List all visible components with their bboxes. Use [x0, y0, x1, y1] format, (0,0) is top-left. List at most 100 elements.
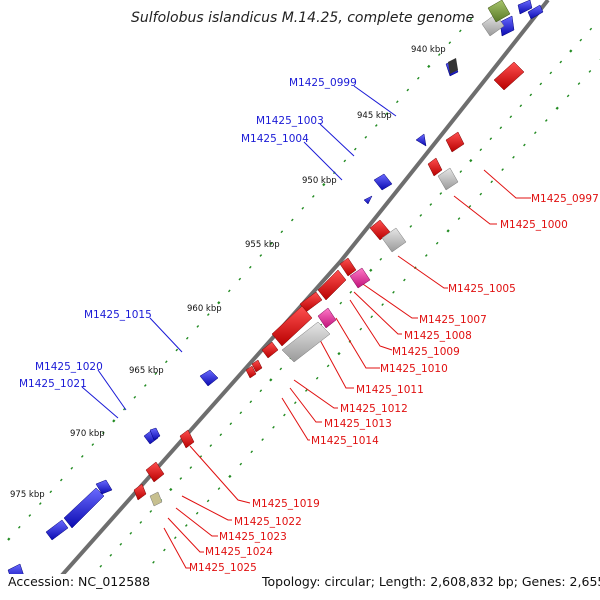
tick-mark — [17, 525, 21, 529]
tick-mark — [219, 433, 223, 437]
tick-mark — [217, 301, 221, 305]
tick-mark — [468, 205, 472, 208]
tick-mark — [490, 180, 494, 184]
tick-mark — [459, 170, 463, 173]
gene-reverse — [271, 305, 313, 347]
gene-label: M1425_1015 — [84, 309, 152, 321]
tick-mark — [164, 360, 168, 364]
tick-mark — [479, 148, 483, 152]
tick-mark — [99, 564, 103, 568]
tick-mark — [499, 126, 503, 130]
gene-reverse — [179, 429, 195, 449]
kbp-label: 940 kbp — [411, 45, 446, 55]
tick-mark — [163, 548, 166, 552]
tick-mark — [533, 131, 537, 135]
genome-backbone — [38, 0, 550, 600]
tick-mark — [446, 229, 450, 233]
tick-mark — [209, 444, 213, 447]
gene-label: M1425_1021 — [19, 378, 87, 390]
tick-mark — [28, 514, 32, 517]
tick-mark — [279, 367, 283, 371]
tick-mark — [529, 93, 533, 97]
gene-other — [149, 491, 163, 507]
tick-mark — [217, 487, 221, 490]
left-leader-lines — [81, 85, 397, 419]
tick-mark — [549, 71, 553, 75]
tick-mark — [343, 159, 347, 163]
tick-mark — [269, 378, 273, 382]
tick-mark — [196, 325, 200, 328]
tick-mark — [353, 147, 357, 151]
gene-reverse — [261, 341, 279, 359]
tick-mark — [457, 217, 461, 220]
pseudo-genes — [281, 13, 505, 363]
right-gene-labels: M1425_0997 M1425_1000 M1425_1005 M1425_1… — [189, 193, 599, 574]
tick-mark — [283, 413, 286, 417]
tick-mark — [403, 278, 406, 282]
tick-mark — [369, 268, 373, 272]
topology-text: Topology: circular; Length: 2,608,832 bp… — [261, 574, 600, 589]
tick-mark — [427, 64, 431, 69]
accession-text: Accession: NC_012588 — [8, 574, 150, 589]
right-leader-lines — [163, 169, 531, 569]
tick-mark — [588, 70, 592, 73]
tick-mark — [38, 502, 42, 505]
tick-mark — [501, 168, 504, 171]
tick-mark — [206, 499, 210, 503]
gene-forward — [527, 4, 544, 20]
tick-mark — [250, 450, 254, 454]
gene-forward — [415, 133, 427, 147]
tick-mark — [195, 511, 199, 515]
tick-mark — [566, 94, 570, 98]
gene-reverse — [445, 131, 465, 153]
tick-mark — [175, 348, 179, 352]
kbp-labels: 940 kbp 945 kbp 950 kbp 955 kbp 960 kbp … — [10, 45, 446, 500]
tick-mark — [154, 372, 158, 375]
gene-label: M1425_1000 — [500, 219, 568, 231]
tick-mark — [544, 119, 548, 122]
gene-label: M1425_1009 — [392, 346, 460, 358]
tick-mark — [370, 315, 374, 319]
tick-mark — [315, 376, 319, 380]
gene-label: M1425_1007 — [419, 314, 487, 326]
tick-mark — [70, 466, 74, 470]
tick-mark — [184, 524, 188, 527]
tick-mark — [91, 443, 95, 446]
genome-title: Sulfolobus islandicus M.14.25, complete … — [131, 10, 474, 26]
kbp-label: 970 kbp — [70, 429, 105, 439]
tick-mark — [206, 313, 210, 316]
tick-mark — [469, 158, 473, 163]
tick-mark — [448, 41, 452, 45]
tick-mark — [469, 17, 473, 21]
tick-mark — [239, 411, 243, 415]
gene-label: M1425_0999 — [289, 77, 357, 89]
tick-mark — [374, 124, 378, 127]
rna-genes — [317, 267, 371, 329]
tick-mark — [149, 510, 153, 513]
gene-reverse — [493, 61, 525, 91]
gene-label: M1425_1013 — [324, 418, 392, 430]
tick-mark — [437, 53, 441, 56]
gene-forward — [45, 519, 69, 541]
tick-mark — [7, 537, 11, 541]
tick-mark — [80, 455, 84, 458]
tick-mark — [509, 115, 513, 119]
tick-mark — [227, 289, 231, 293]
tick-mark — [169, 487, 173, 492]
tick-mark — [261, 438, 264, 441]
kbp-label: 955 kbp — [245, 240, 280, 250]
tick-mark — [101, 431, 105, 435]
gene-pseudo — [281, 321, 331, 363]
kbp-label: 975 kbp — [10, 490, 45, 500]
tick-mark — [49, 490, 53, 494]
tick-mark — [248, 265, 252, 269]
tick-mark — [589, 27, 593, 31]
tick-mark — [339, 301, 343, 305]
footer-background — [0, 574, 600, 600]
tick-mark — [395, 100, 399, 104]
gene-rna — [317, 307, 337, 329]
tick-mark — [311, 195, 315, 198]
tick-mark — [458, 29, 462, 33]
tick-mark — [519, 104, 523, 108]
gene-forward — [517, 0, 533, 15]
